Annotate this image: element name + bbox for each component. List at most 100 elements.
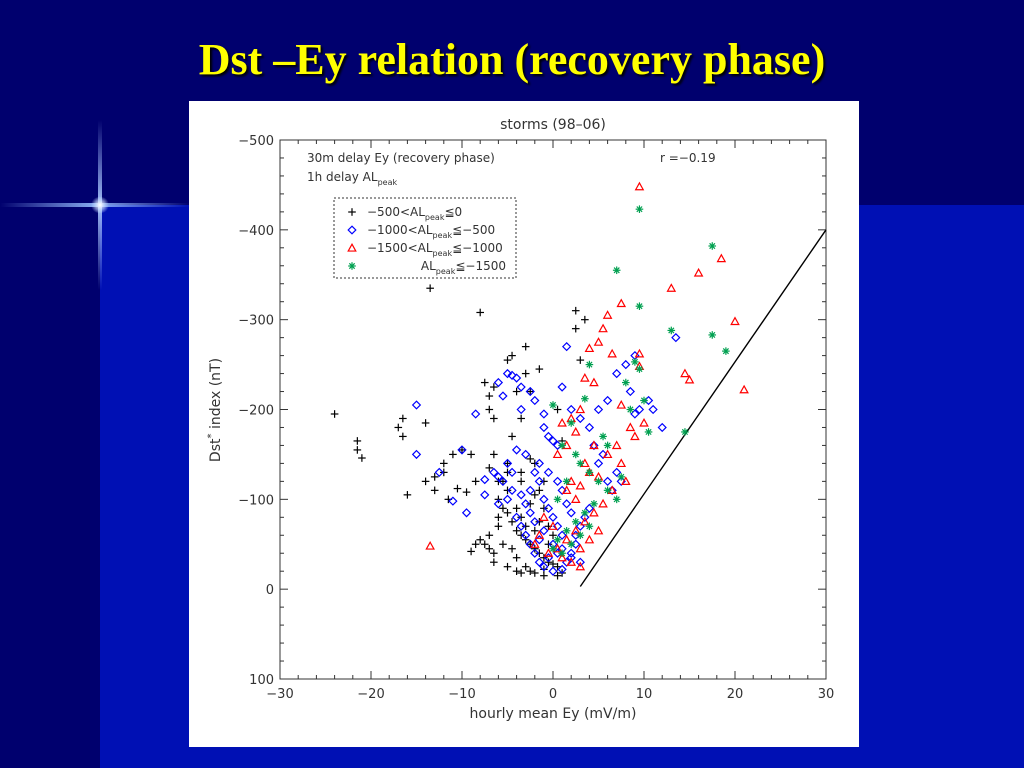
y-tick-label: 0 bbox=[266, 583, 274, 598]
x-tick-label: −20 bbox=[357, 687, 384, 702]
chart-title: storms (98–06) bbox=[500, 117, 606, 133]
data-point-triangle bbox=[589, 440, 599, 450]
x-tick-label: −30 bbox=[266, 687, 293, 702]
reference-line bbox=[579, 229, 827, 587]
data-point-triangle bbox=[634, 348, 645, 358]
y-axis-label-sup: * bbox=[206, 433, 217, 438]
y-tick-label: −100 bbox=[238, 493, 274, 508]
data-point-plus bbox=[430, 473, 439, 481]
data-point-diamond bbox=[502, 458, 513, 469]
data-point-diamond bbox=[612, 467, 622, 478]
data-point-plus bbox=[553, 562, 562, 571]
data-point-diamond bbox=[539, 422, 549, 433]
annotation-delay-ey: 30m delay Ey (recovery phase) bbox=[307, 151, 495, 165]
data-point-plus bbox=[476, 308, 484, 317]
data-point-diamond bbox=[562, 341, 572, 352]
data-point-diamond bbox=[493, 499, 504, 509]
data-point-triangle bbox=[593, 525, 604, 535]
data-point-diamond bbox=[521, 499, 531, 509]
data-point-diamond bbox=[548, 436, 558, 446]
data-point-plus bbox=[531, 569, 539, 577]
data-point-asterisk bbox=[612, 266, 621, 275]
data-point-diamond bbox=[434, 467, 444, 478]
data-point-diamond bbox=[584, 503, 595, 513]
data-point-triangle bbox=[680, 368, 690, 378]
data-point-diamond bbox=[516, 521, 526, 531]
data-point-asterisk bbox=[667, 326, 676, 335]
data-point-plus bbox=[453, 484, 462, 493]
data-point-plus bbox=[521, 562, 530, 571]
data-point-diamond bbox=[630, 409, 640, 419]
data-point-plus bbox=[531, 526, 539, 535]
data-point-diamond bbox=[539, 494, 549, 504]
data-point-triangle bbox=[534, 530, 545, 539]
data-point-plus bbox=[508, 351, 516, 360]
data-point-triangle bbox=[580, 373, 590, 382]
data-point-diamond bbox=[521, 530, 531, 540]
data-point-diamond bbox=[507, 370, 517, 381]
data-point-asterisk bbox=[603, 486, 612, 495]
data-point-diamond bbox=[602, 395, 613, 406]
data-point-diamond bbox=[648, 404, 658, 415]
legend-marker-asterisk bbox=[348, 262, 356, 270]
data-point-diamond bbox=[411, 400, 422, 410]
data-point-asterisk bbox=[571, 450, 580, 459]
data-point-diamond bbox=[411, 449, 422, 460]
data-point-triangle bbox=[552, 449, 563, 459]
data-point-diamond bbox=[593, 458, 604, 469]
data-point-triangle bbox=[575, 543, 586, 553]
data-point-triangle bbox=[607, 348, 617, 358]
data-point-diamond bbox=[539, 562, 549, 572]
data-point-plus bbox=[449, 450, 457, 459]
data-point-asterisk bbox=[562, 526, 571, 535]
data-point-plus bbox=[353, 437, 362, 445]
legend-label-post: ≦−1000 bbox=[452, 241, 503, 255]
data-point-plus bbox=[512, 567, 521, 575]
data-point-plus bbox=[485, 392, 494, 400]
data-point-diamond bbox=[448, 496, 458, 506]
data-point-diamond bbox=[557, 564, 567, 575]
x-tick-label: 10 bbox=[636, 687, 653, 702]
legend-entry-label: −1500<ALpeak≦−1000 bbox=[367, 241, 503, 258]
data-point-plus bbox=[494, 513, 503, 522]
data-point-diamond bbox=[489, 467, 499, 478]
legend-marker-plus bbox=[348, 208, 356, 216]
data-point-asterisk bbox=[681, 428, 689, 436]
data-point-asterisk bbox=[635, 205, 644, 213]
y-axis-label-rest: index (nT) bbox=[208, 358, 224, 434]
data-point-diamond bbox=[457, 445, 467, 455]
data-point-triangle bbox=[666, 283, 677, 292]
data-point-plus bbox=[403, 491, 412, 499]
data-point-diamond bbox=[525, 386, 535, 397]
legend-label-post: ≦−500 bbox=[452, 223, 495, 237]
legend-box bbox=[333, 197, 517, 279]
data-point-plus bbox=[571, 306, 580, 315]
data-point-diamond bbox=[480, 474, 490, 485]
data-point-triangle bbox=[598, 323, 608, 333]
data-point-diamond bbox=[621, 359, 631, 370]
data-point-triangle bbox=[575, 561, 586, 571]
scatter-chart: storms (98–06) hourly mean Ey (mV/m) Dst… bbox=[206, 117, 834, 722]
data-point-plus bbox=[499, 504, 507, 513]
annotation-r-value: r =−0.19 bbox=[660, 151, 716, 165]
data-point-plus bbox=[540, 571, 548, 580]
data-point-triangle bbox=[693, 267, 704, 277]
data-point-plus bbox=[490, 450, 498, 459]
data-point-plus bbox=[535, 365, 544, 373]
data-point-triangle bbox=[561, 485, 572, 494]
data-point-asterisk bbox=[549, 401, 557, 409]
data-point-plus bbox=[549, 531, 557, 540]
data-point-plus bbox=[490, 414, 498, 423]
data-point-plus bbox=[399, 414, 407, 423]
data-point-triangle bbox=[539, 512, 549, 521]
plot-panel: storms (98–06) hourly mean Ey (mV/m) Dst… bbox=[189, 101, 859, 747]
data-point-triangle bbox=[634, 181, 645, 191]
data-point-plus bbox=[553, 571, 562, 580]
y-tick-label: −400 bbox=[238, 224, 274, 239]
y-tick-label: 100 bbox=[249, 673, 274, 688]
x-tick-label: 20 bbox=[727, 687, 744, 702]
data-point-diamond bbox=[502, 494, 513, 504]
data-point-plus bbox=[508, 544, 516, 553]
data-point-diamond bbox=[525, 485, 535, 495]
data-point-triangle bbox=[684, 374, 695, 384]
